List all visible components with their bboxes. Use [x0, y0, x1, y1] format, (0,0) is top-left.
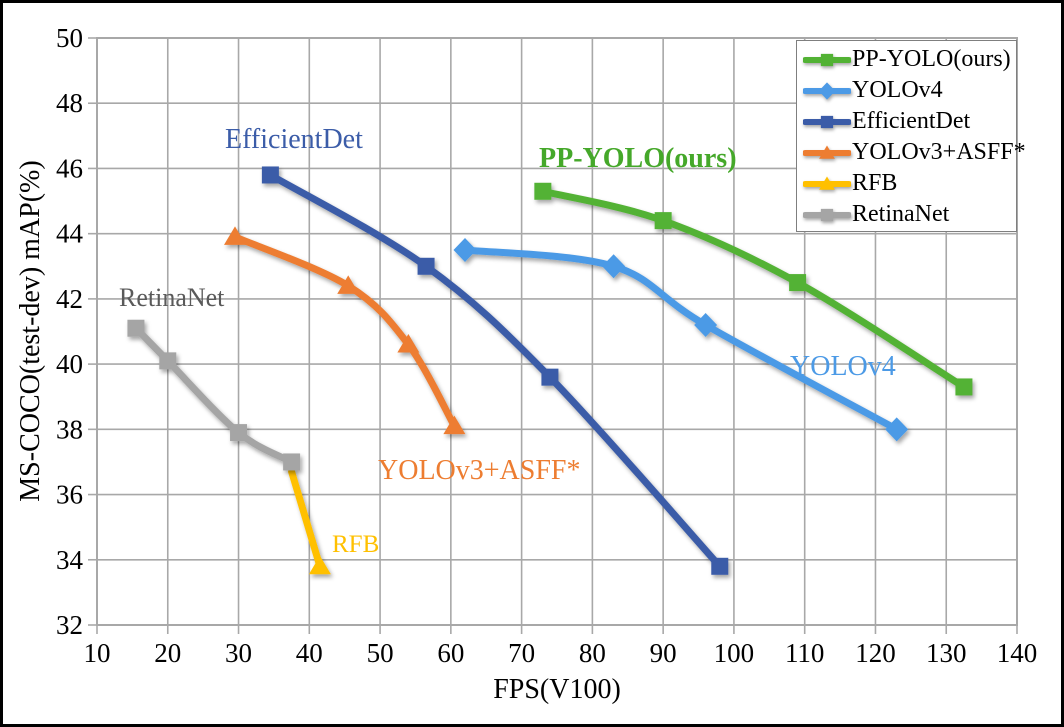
legend-label: EfficientDet [852, 108, 971, 134]
series-yolov3-asff [224, 226, 466, 435]
x-tick-label: 20 [154, 638, 181, 668]
legend-swatch-icon [803, 144, 851, 159]
square-marker-icon [283, 453, 301, 471]
series-efficientdet [261, 166, 729, 575]
legend-item-rfb: RFB [803, 168, 1016, 199]
curve-label-rfb: RFB [332, 531, 380, 558]
legend-swatch-icon [803, 115, 851, 128]
y-tick-label: 36 [56, 480, 83, 510]
series-line [461, 246, 901, 433]
y-tick-label: 32 [56, 610, 83, 640]
legend-swatch-icon [803, 53, 851, 66]
x-axis-title: FPS(V100) [493, 674, 621, 705]
legend-swatch-icon [803, 81, 851, 100]
square-marker-icon [159, 352, 177, 370]
series-rfb [288, 468, 331, 575]
x-tick-label: 50 [367, 638, 394, 668]
y-tick-label: 44 [56, 219, 84, 249]
legend-label: PP-YOLO(ours) [852, 46, 1011, 72]
square-marker-icon [541, 368, 559, 386]
series-yolov4 [453, 237, 909, 442]
curve-label-efficientdet: EfficientDet [225, 124, 363, 155]
y-tick-label: 48 [56, 88, 83, 118]
x-tick-label: 80 [579, 638, 606, 668]
series-retinanet [127, 319, 301, 471]
x-tick-label: 120 [855, 638, 896, 668]
triangle-marker-icon [397, 334, 420, 353]
legend: PP-YOLO(ours) YOLOv4 EfficientDet YOLOv3+AS… [796, 40, 1026, 232]
triangle-marker-icon [443, 415, 466, 435]
series-pp-yolo-ours [534, 182, 973, 396]
x-tick-label: 130 [926, 638, 967, 668]
curve-label-retinanet: RetinaNet [119, 283, 225, 312]
legend-label: YOLOv3+ASFF* [852, 139, 1026, 165]
legend-label: RFB [852, 170, 898, 196]
y-tick-label: 38 [56, 414, 83, 444]
tick-marks [88, 37, 1018, 634]
square-marker-icon [417, 257, 435, 275]
triangle-marker-icon [337, 275, 360, 294]
legend-label: RetinaNet [852, 201, 950, 227]
diamond-marker-icon [885, 417, 909, 442]
series-line [231, 233, 458, 430]
square-marker-icon [230, 424, 248, 442]
x-tick-label: 90 [650, 638, 677, 668]
triangle-marker-icon [819, 175, 835, 190]
diamond-marker-icon [453, 237, 477, 262]
tick-labels: 10 20 30 40 50 60 70 80 90 100 110 120 130 140 32 34 36 3… [56, 23, 1037, 668]
legend-label: YOLOv4 [852, 77, 943, 103]
y-axis-title: MS-COCO(test-dev) mAP(%) [15, 160, 46, 502]
legend-item-efficientdet: EfficientDet [803, 106, 1016, 137]
diamond-marker-icon [694, 312, 718, 337]
square-marker-icon [711, 557, 729, 575]
diamond-marker-icon [602, 254, 626, 279]
series-line [132, 324, 296, 466]
series-line [288, 468, 324, 570]
diamond-marker-icon [818, 81, 836, 100]
curve-label-yolov3-asff: YOLOv3+ASFF* [378, 455, 581, 486]
x-tick-label: 60 [437, 638, 464, 668]
legend-item-yolov3-asff: YOLOv3+ASFF* [803, 137, 1026, 168]
y-tick-label: 50 [56, 23, 83, 53]
x-tick-label: 30 [225, 638, 252, 668]
curve-label-yolov4: YOLOv4 [790, 351, 896, 382]
x-tick-label: 70 [508, 638, 535, 668]
plot-border [96, 37, 1018, 626]
triangle-marker-icon [224, 226, 246, 245]
triangle-marker-icon [819, 144, 835, 159]
square-marker-icon [955, 378, 973, 396]
legend-item-pp-yolo-ours: PP-YOLO(ours) [803, 44, 1016, 75]
legend-swatch-icon [803, 208, 851, 221]
y-tick-label: 34 [56, 545, 84, 575]
square-marker-icon [820, 115, 834, 128]
square-marker-icon [654, 212, 672, 230]
series-line [266, 171, 724, 570]
y-tick-label: 46 [56, 153, 83, 183]
square-marker-icon [127, 319, 145, 337]
legend-swatch-icon [803, 175, 851, 190]
square-marker-icon [820, 53, 834, 66]
y-tick-label: 40 [56, 349, 83, 379]
x-tick-label: 140 [997, 638, 1038, 668]
square-marker-icon [820, 208, 834, 221]
legend-item-yolov4: YOLOv4 [803, 75, 1016, 106]
x-tick-label: 110 [785, 638, 825, 668]
curve-label-pp-yolo-ours: PP-YOLO(ours) [539, 143, 737, 174]
series-line [539, 187, 968, 391]
square-marker-icon [534, 182, 552, 200]
legend-item-retinanet: RetinaNet [803, 199, 1016, 230]
square-marker-icon [789, 274, 807, 292]
square-marker-icon [261, 166, 279, 184]
x-tick-label: 10 [84, 638, 111, 668]
x-tick-label: 100 [714, 638, 755, 668]
x-tick-label: 40 [296, 638, 323, 668]
y-tick-label: 42 [56, 284, 83, 314]
triangle-marker-icon [308, 555, 331, 575]
